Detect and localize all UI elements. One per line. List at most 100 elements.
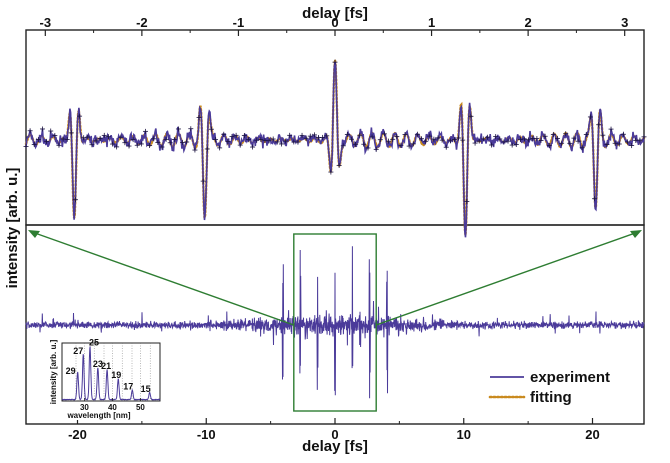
top-tick-label: -2 bbox=[136, 15, 148, 30]
experiment-marker bbox=[406, 143, 412, 149]
experiment-marker bbox=[472, 140, 478, 146]
experiment-marker bbox=[571, 135, 577, 141]
experiment-marker bbox=[365, 145, 371, 151]
experiment-marker bbox=[637, 137, 643, 143]
top-tick-label: -3 bbox=[40, 15, 52, 30]
experiment-marker bbox=[274, 139, 280, 145]
inset-spectrum-line bbox=[61, 346, 161, 401]
experiment-marker bbox=[423, 138, 429, 144]
experiment-marker bbox=[559, 140, 565, 146]
experiment-marker bbox=[196, 114, 202, 120]
experiment-marker bbox=[419, 136, 425, 142]
experiment-marker bbox=[612, 140, 618, 146]
experiment-marker bbox=[52, 132, 58, 138]
experiment-marker bbox=[270, 136, 276, 142]
experiment-line-lower bbox=[25, 246, 645, 399]
experiment-marker bbox=[451, 137, 457, 143]
experiment-marker bbox=[192, 147, 198, 153]
experiment-marker bbox=[381, 131, 387, 137]
experiment-marker bbox=[538, 137, 544, 143]
experiment-marker bbox=[468, 113, 474, 119]
experiment-marker bbox=[484, 134, 490, 140]
experiment-marker bbox=[97, 135, 103, 141]
experiment-marker bbox=[534, 136, 540, 142]
experiment-marker bbox=[23, 144, 29, 150]
experiment-marker bbox=[414, 131, 420, 137]
experiment-marker bbox=[159, 144, 165, 150]
upper-traces bbox=[23, 59, 647, 238]
inset-peak-label: 21 bbox=[101, 361, 111, 371]
experiment-marker bbox=[456, 135, 462, 141]
experiment-marker bbox=[464, 199, 470, 205]
experiment-marker bbox=[250, 144, 256, 150]
experiment-marker bbox=[258, 137, 264, 143]
experiment-marker bbox=[542, 133, 548, 139]
experiment-marker bbox=[348, 136, 354, 142]
experiment-marker bbox=[138, 141, 144, 147]
inset-peak-label: 19 bbox=[111, 370, 121, 380]
experiment-marker bbox=[583, 132, 589, 138]
experiment-marker bbox=[126, 143, 132, 149]
experiment-marker bbox=[184, 139, 190, 145]
inset-x-label: wavelength [nm] bbox=[66, 411, 130, 420]
top-axis-ticks: -3 -2 -1 0 1 2 3 bbox=[40, 15, 628, 36]
experiment-marker bbox=[229, 134, 235, 140]
legend: experiment fitting bbox=[488, 369, 610, 406]
experiment-marker bbox=[114, 144, 120, 150]
experiment-marker bbox=[213, 137, 219, 143]
experiment-marker bbox=[398, 142, 404, 148]
experiment-marker bbox=[167, 140, 173, 146]
experiment-marker bbox=[517, 136, 523, 142]
bottom-tick-label: 20 bbox=[585, 427, 599, 442]
experiment-marker bbox=[476, 138, 482, 144]
bottom-axis-ticks: -20 -10 0 10 20 bbox=[68, 418, 600, 442]
inset-y-label: intensity [arb. u.] bbox=[49, 339, 58, 404]
experiment-marker bbox=[101, 132, 107, 138]
bottom-tick-label: 0 bbox=[331, 427, 338, 442]
experiment-marker bbox=[620, 131, 626, 137]
upper-panel-frame bbox=[25, 29, 645, 226]
top-axis-title: delay [fs] bbox=[302, 5, 368, 22]
experiment-marker bbox=[27, 128, 33, 134]
experiment-marker bbox=[501, 139, 507, 145]
experiment-marker bbox=[608, 126, 614, 132]
experiment-marker bbox=[489, 142, 495, 148]
experiment-marker bbox=[587, 114, 593, 120]
experiment-marker bbox=[402, 131, 408, 137]
experiment-marker bbox=[357, 132, 363, 138]
experiment-marker bbox=[373, 146, 379, 152]
experiment-marker bbox=[188, 126, 194, 132]
bottom-tick-label: -10 bbox=[197, 427, 216, 442]
experiment-marker bbox=[254, 137, 260, 143]
zoom-arrowhead-left bbox=[28, 230, 40, 238]
experiment-marker bbox=[344, 131, 350, 137]
experiment-marker bbox=[35, 137, 41, 143]
zoom-indicator bbox=[28, 230, 642, 412]
experiment-marker bbox=[641, 134, 647, 140]
y-axis-title: intensity [arb. u.] bbox=[4, 168, 21, 289]
inset-peak-label: 23 bbox=[93, 359, 103, 369]
top-tick-label: 3 bbox=[621, 15, 628, 30]
experiment-marker bbox=[600, 132, 606, 138]
experiment-marker bbox=[369, 134, 375, 140]
inset-peak-label: 27 bbox=[73, 346, 83, 356]
inset-tick-label: 40 bbox=[108, 403, 117, 412]
inset-frame bbox=[61, 342, 161, 402]
experiment-marker bbox=[151, 136, 157, 142]
top-tick-label: 0 bbox=[331, 15, 338, 30]
experiment-marker bbox=[328, 169, 334, 175]
inset-peak-label: 25 bbox=[89, 338, 99, 348]
experiment-marker bbox=[324, 133, 330, 139]
experiment-marker bbox=[303, 135, 309, 141]
experiment-marker bbox=[85, 134, 91, 140]
experiment-marker bbox=[147, 142, 153, 148]
experiment-marker bbox=[592, 196, 598, 202]
experiment-marker bbox=[513, 141, 519, 147]
experiment-marker bbox=[266, 138, 272, 144]
experiment-marker bbox=[625, 139, 631, 145]
experiment-marker bbox=[245, 137, 251, 143]
top-tick-label: 1 bbox=[428, 15, 435, 30]
inset-tick-label: 50 bbox=[136, 403, 145, 412]
experiment-marker bbox=[575, 138, 581, 144]
experiment-marker bbox=[554, 135, 560, 141]
